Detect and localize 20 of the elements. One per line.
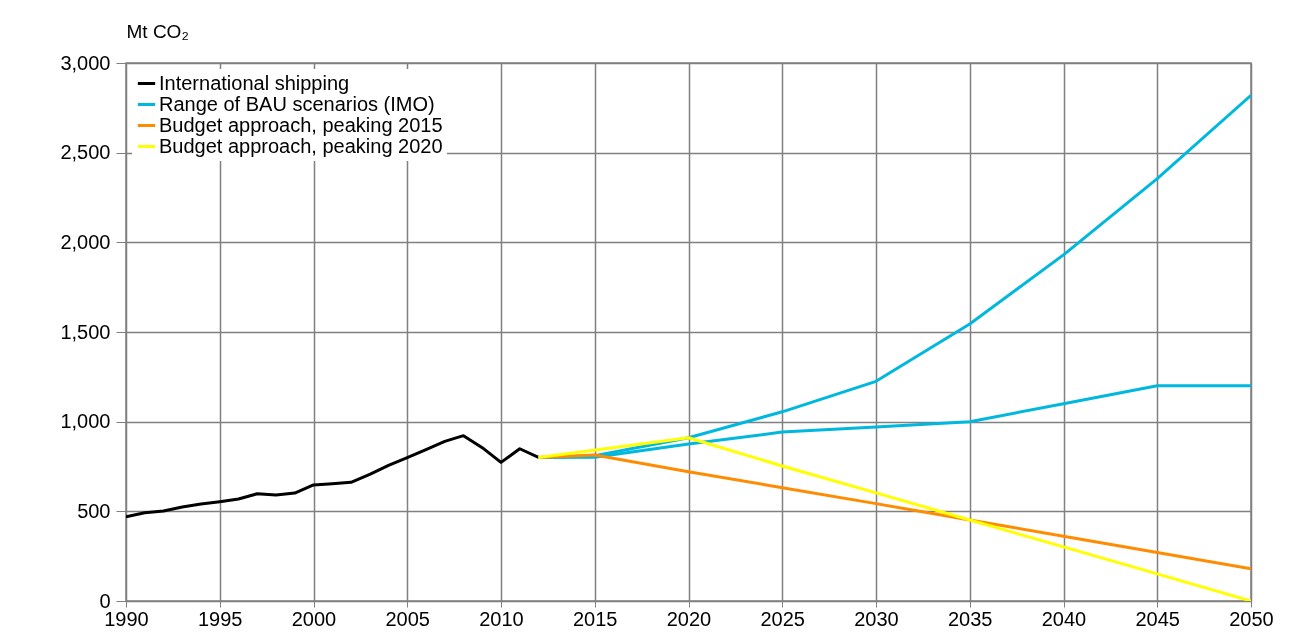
x-tick-label: 2045 (1135, 607, 1180, 630)
x-tick-label: 2000 (291, 607, 337, 630)
y-tick-label: 2,500 (60, 141, 111, 164)
y-tick-label: 1,500 (60, 320, 111, 343)
x-tick-label: 2040 (1041, 607, 1087, 630)
x-tick-label: 2020 (666, 607, 712, 630)
x-tick-label: 2025 (760, 607, 805, 630)
y-tick-label: 500 (77, 499, 111, 522)
y-tick-label: 2,000 (60, 230, 111, 253)
y-axis-title: Mt CO₂ (126, 20, 189, 42)
y-tick-label: 1,000 (60, 410, 111, 433)
x-tick-label: 2030 (854, 607, 899, 630)
x-tick-label: 1995 (198, 607, 243, 630)
x-tick-label: 2010 (479, 607, 524, 630)
x-tick-label: 2050 (1229, 607, 1274, 630)
y-tick-label: 3,000 (60, 51, 111, 74)
x-tick-label: 2035 (948, 607, 993, 630)
x-tick-label: 2005 (385, 607, 430, 630)
legend-label: International shipping (159, 71, 350, 94)
x-tick-label: 2015 (573, 607, 618, 630)
